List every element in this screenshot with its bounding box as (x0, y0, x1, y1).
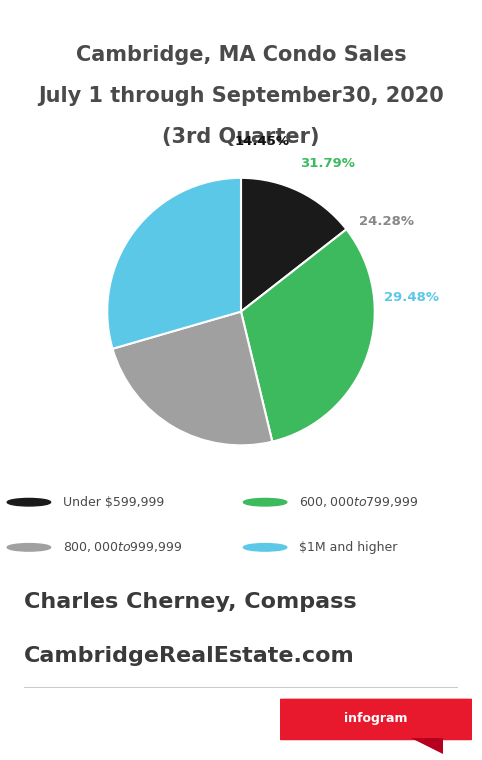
Text: July 1 through September30, 2020: July 1 through September30, 2020 (38, 87, 444, 106)
Text: $1M and higher: $1M and higher (299, 541, 397, 554)
Text: CambridgeRealEstate.com: CambridgeRealEstate.com (24, 645, 355, 666)
Text: 14.45%: 14.45% (235, 135, 290, 148)
Wedge shape (241, 178, 347, 312)
Circle shape (7, 499, 51, 506)
Polygon shape (411, 738, 443, 754)
Text: 31.79%: 31.79% (300, 157, 355, 170)
Text: 29.48%: 29.48% (384, 291, 439, 304)
Text: $800,000 to $999,999: $800,000 to $999,999 (63, 540, 182, 554)
Text: 24.28%: 24.28% (359, 215, 415, 228)
Wedge shape (107, 178, 241, 349)
FancyBboxPatch shape (276, 698, 476, 740)
Wedge shape (241, 230, 375, 442)
Text: $600,000 to $799,999: $600,000 to $799,999 (299, 496, 418, 509)
Circle shape (243, 543, 287, 551)
Text: Charles Cherney, Compass: Charles Cherney, Compass (24, 592, 357, 612)
Text: Cambridge, MA Condo Sales: Cambridge, MA Condo Sales (76, 46, 406, 65)
Text: Under $599,999: Under $599,999 (63, 496, 164, 508)
Circle shape (7, 543, 51, 551)
Text: (3rd Quarter): (3rd Quarter) (162, 128, 320, 147)
Wedge shape (112, 312, 272, 445)
Circle shape (243, 499, 287, 506)
Text: infogram: infogram (344, 712, 408, 725)
